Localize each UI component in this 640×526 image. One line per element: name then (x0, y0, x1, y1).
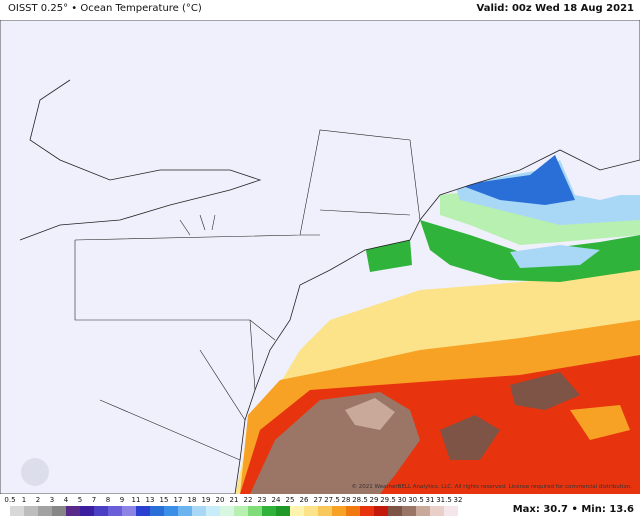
colorbar-cell (374, 506, 388, 516)
colorbar-cell (108, 506, 122, 516)
map-title: OISST 0.25° • Ocean Temperature (°C) (8, 3, 202, 14)
colorbar-label: 28.5 (352, 496, 368, 504)
colorbar-cell (332, 506, 346, 516)
colorbar-cell (248, 506, 262, 516)
colorbar-cell (150, 506, 164, 516)
colorbar-cell (234, 506, 248, 516)
colorbar-label: 29 (370, 496, 379, 504)
colorbar-cell (262, 506, 276, 516)
colorbar-label: 31.5 (436, 496, 452, 504)
colorbar-cell (164, 506, 178, 516)
colorbar-cell (416, 506, 430, 516)
colorbar-label: 5 (78, 496, 82, 504)
colorbar-cell (430, 506, 444, 516)
colorbar-label: 24 (272, 496, 281, 504)
colorbar-cell (24, 506, 38, 516)
colorbar-label: 28 (342, 496, 351, 504)
map (0, 20, 640, 494)
colorbar-label: 23 (258, 496, 267, 504)
colorbar-label: 25 (286, 496, 295, 504)
colorbar-cell (346, 506, 360, 516)
colorbar-cell (206, 506, 220, 516)
colorbar-label: 20 (216, 496, 225, 504)
colorbar-label: 30.5 (408, 496, 424, 504)
colorbar-label: 1 (22, 496, 26, 504)
colorbar-label: 4 (64, 496, 69, 504)
valid-time: Valid: 00z Wed 18 Aug 2021 (476, 3, 634, 14)
colorbar-label: 30 (398, 496, 407, 504)
colorbar-cell (178, 506, 192, 516)
colorbar-cell (52, 506, 66, 516)
colorbar-label: 15 (160, 496, 169, 504)
copyright: © 2021 WeatherBELL Analytics, LLC. All r… (351, 484, 632, 490)
colorbar-label: 27.5 (324, 496, 340, 504)
colorbar: 0.5 1 2 3 4 5 7 8 9 11 13 15 17 18 19 20 21 22 23 24 25 26 27 2… (4, 496, 463, 516)
colorbar-cell (402, 506, 416, 516)
colorbar-label: 2 (36, 496, 40, 504)
colorbar-cell (192, 506, 206, 516)
colorbar-cell (360, 506, 374, 516)
colorbar-label: 29.5 (380, 496, 396, 504)
colorbar-label: 3 (50, 496, 54, 504)
colorbar-label: 8 (106, 496, 110, 504)
colorbar-cell (304, 506, 318, 516)
colorbar-label: 9 (120, 496, 124, 504)
colorbar-label: 22 (244, 496, 253, 504)
colorbar-cell (38, 506, 52, 516)
colorbar-label: 26 (300, 496, 309, 504)
colorbar-cell (220, 506, 234, 516)
colorbar-label: 7 (92, 496, 96, 504)
colorbar-label: 11 (132, 496, 141, 504)
colorbar-label: 17 (174, 496, 183, 504)
colorbar-cell (66, 506, 80, 516)
colorbar-label: 31 (426, 496, 435, 504)
colorbar-cell (276, 506, 290, 516)
colorbar-label: 27 (314, 496, 323, 504)
colorbar-cell (136, 506, 150, 516)
colorbar-cell (318, 506, 332, 516)
colorbar-label: 0.5 (4, 496, 15, 504)
colorbar-cell (122, 506, 136, 516)
colorbar-label: 19 (202, 496, 211, 504)
colorbar-label: 21 (230, 496, 239, 504)
colorbar-label: 32 (454, 496, 463, 504)
colorbar-cell (444, 506, 458, 516)
colorbar-cell (290, 506, 304, 516)
colorbar-label: 18 (188, 496, 197, 504)
colorbar-cell (94, 506, 108, 516)
max-min: Max: 30.7 • Min: 13.6 (512, 504, 634, 515)
colorbar-cell (388, 506, 402, 516)
colorbar-cell (10, 506, 24, 516)
colorbar-label: 13 (146, 496, 155, 504)
colorbar-cell (80, 506, 94, 516)
